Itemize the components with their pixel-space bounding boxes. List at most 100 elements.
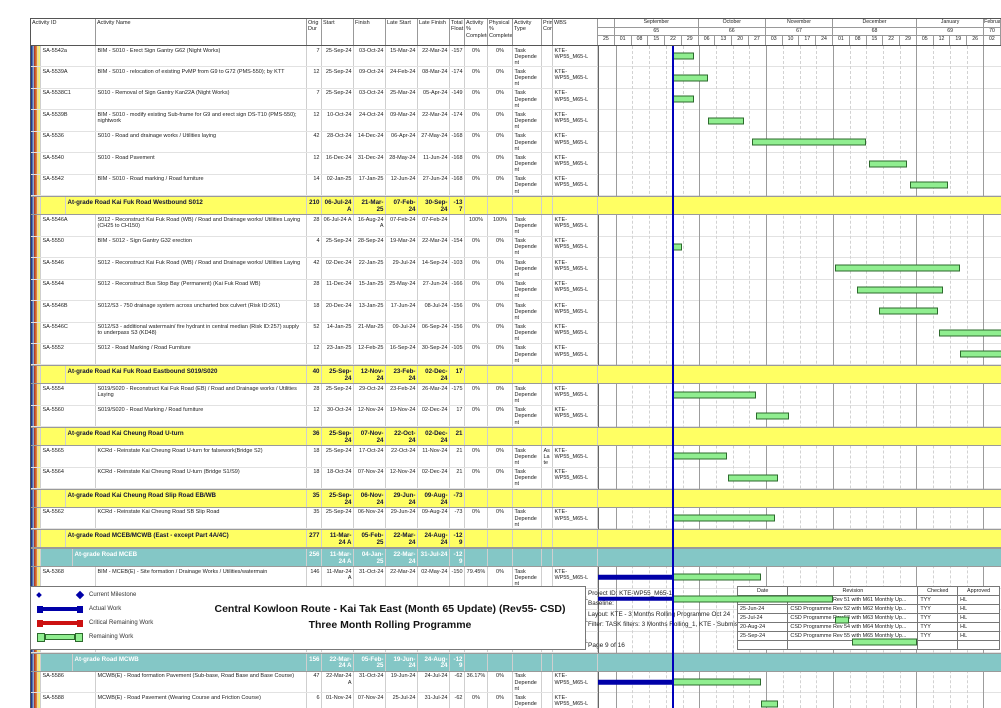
activity-pct-cell: 0%	[465, 301, 488, 322]
late-finish-cell: 31-Jul-24	[418, 549, 450, 567]
physical-pct-cell	[488, 654, 513, 671]
gantt-row-canvas	[598, 89, 1001, 109]
late-finish-cell: 27-Jun-24	[418, 279, 450, 301]
timeline-month-number: 65	[614, 27, 699, 37]
remaining-work-bar	[672, 573, 761, 581]
constraint-cell	[542, 131, 553, 153]
timeline-week: 06	[699, 36, 716, 46]
table-row: SA-5586 MCWB(E) - Road formation Pavemen…	[31, 671, 1001, 694]
wbs-cell: KTE-WP55_M65-L	[553, 110, 598, 131]
page-footer: Current Milestone Actual Work Critical Rem…	[30, 585, 1000, 656]
remaining-work-bar	[869, 160, 908, 168]
gantt-row-canvas	[598, 237, 1001, 257]
revision-col-header: Checked	[917, 585, 959, 597]
total-float-cell: 21	[450, 428, 465, 446]
timeline-week: 20	[732, 36, 750, 46]
physical-pct-cell	[488, 197, 513, 215]
activity-type-cell	[513, 197, 542, 215]
total-float-cell: -156	[450, 322, 465, 343]
total-float-cell: -149	[450, 88, 465, 110]
table-row: SA-5565 KCRd - Reinstate Kai Cheung Road…	[31, 446, 1001, 468]
activity-name-cell: At-grade Road Kai Fuk Road Eastbound S01…	[66, 366, 307, 384]
timeline-week: 10	[783, 36, 800, 46]
col-header-late-start: Late Start	[386, 19, 418, 45]
col-header-physical-pct: Physical % Complete	[488, 19, 513, 45]
physical-pct-cell: 0%	[488, 258, 513, 279]
activity-id-cell	[41, 549, 73, 567]
remaining-work-bar	[672, 95, 694, 103]
wbs-cell: KTE-WP55_M65-L	[553, 258, 598, 279]
col-header-activity-pct: Activity % Complete	[465, 19, 488, 45]
late-finish-cell: 30-Sep-24	[418, 197, 450, 215]
activity-pct-cell: 36.17%	[465, 671, 488, 693]
gantt-row-canvas	[598, 110, 1001, 130]
late-start-cell: 12-Jun-24	[386, 174, 418, 196]
timeline-week: 24	[816, 36, 833, 46]
activity-pct-cell: 0%	[465, 110, 488, 131]
physical-pct-cell	[488, 490, 513, 507]
activity-id-cell	[41, 366, 66, 384]
activity-name-cell: At-grade Road Kai Fuk Road Westbound S01…	[66, 197, 307, 215]
activity-pct-cell: 0%	[465, 343, 488, 365]
physical-pct-cell: 0%	[488, 384, 513, 405]
physical-pct-cell: 0%	[488, 507, 513, 529]
constraint-cell	[542, 279, 553, 301]
finish-cell: 06-Nov-24	[354, 507, 386, 529]
constraint-cell	[542, 343, 553, 365]
remaining-work-bar	[751, 138, 867, 146]
activity-name-cell: S012 - Reconstruct Kai Fuk Road (WB) / R…	[96, 258, 307, 279]
wbs-cell: KTE-WP55_M65-L	[553, 671, 598, 693]
gantt-row-canvas	[598, 549, 1001, 566]
activity-type-cell	[513, 428, 542, 446]
late-start-cell: 22-Mar-24	[386, 567, 418, 588]
revision-col-header: Date	[736, 585, 789, 597]
orig-dur-cell: 36	[307, 428, 322, 446]
finish-cell: 13-Jan-25	[354, 301, 386, 322]
activity-type-cell: Task Dependent	[513, 67, 542, 88]
total-float-cell: -73	[450, 490, 465, 507]
finish-cell: 04-Jan-25	[354, 549, 386, 567]
late-finish-cell: 07-Feb-24	[418, 215, 450, 236]
revision-cell: HL	[957, 604, 1000, 615]
activity-id-cell: SA-5544	[41, 279, 96, 301]
late-finish-cell: 24-Aug-24	[418, 654, 450, 671]
wbs-cell	[553, 197, 598, 215]
timeline-month	[598, 19, 615, 28]
wbs-color-stripes	[31, 567, 41, 588]
timeline-month-number: 69	[917, 27, 985, 37]
gantt-row-canvas	[598, 153, 1001, 173]
bar-endcap-icon	[77, 605, 83, 613]
orig-dur-cell: 35	[307, 507, 322, 529]
activity-id-cell: SA-5586	[41, 671, 96, 693]
orig-dur-cell: 156	[307, 654, 322, 671]
physical-pct-cell: 0%	[488, 131, 513, 153]
activity-pct-cell: 0%	[465, 153, 488, 174]
orig-dur-cell: 12	[307, 153, 322, 174]
wbs-color-stripes	[31, 46, 41, 67]
table-header-columns: Activity ID Activity Name Orig Dur Start…	[31, 19, 598, 45]
wbs-cell	[553, 530, 598, 548]
table-row: SA-5542 BIM - S010 - Road marking / Road…	[31, 174, 1001, 197]
activity-name-cell: At-grade Road MCEB	[73, 549, 307, 567]
activity-name-cell: At-grade Road MCWB	[73, 654, 307, 671]
physical-pct-cell: 0%	[488, 567, 513, 588]
finish-cell: 17-Oct-24	[354, 446, 386, 467]
milestone-legend-swatch	[36, 590, 85, 600]
remaining-work-bar	[672, 678, 761, 686]
activity-pct-cell	[465, 549, 488, 567]
timeline-week: 01	[833, 36, 850, 46]
total-float-cell: -129	[450, 549, 465, 567]
orig-dur-cell: 146	[307, 567, 322, 588]
activity-type-cell: Task Dependent	[513, 301, 542, 322]
activity-type-cell: Task Dependent	[513, 405, 542, 427]
activity-pct-cell	[465, 654, 488, 671]
activity-id-cell: SA-5552	[41, 343, 96, 365]
table-row: SA-5538C1 S010 - Removal of Sign Gantry …	[31, 88, 1001, 111]
orig-dur-cell: 12	[307, 405, 322, 427]
start-cell: 25-Sep-24	[322, 366, 354, 384]
gantt-row-canvas	[598, 567, 1001, 587]
legend-item: Actual Work	[37, 603, 196, 615]
remaining-work-bar	[672, 595, 833, 603]
activity-type-cell: Task Dependent	[513, 343, 542, 365]
physical-pct-cell: 100%	[488, 215, 513, 236]
